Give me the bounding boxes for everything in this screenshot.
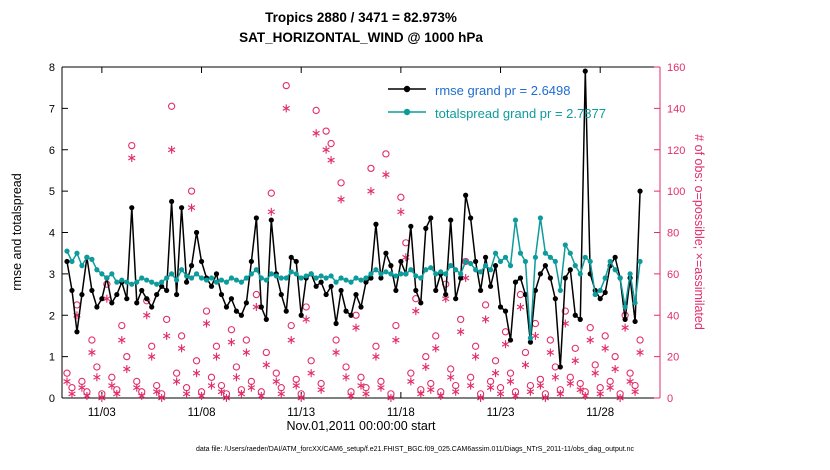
- svg-text:20: 20: [667, 352, 679, 364]
- y-axis-label-right: # of obs: o=possible; ×=assimilated: [692, 134, 706, 330]
- svg-text:11/23: 11/23: [487, 407, 515, 419]
- svg-text:7: 7: [49, 103, 55, 115]
- obs-assimilated-markers: [63, 104, 644, 402]
- svg-text:40: 40: [667, 310, 679, 322]
- svg-text:0: 0: [667, 393, 673, 405]
- legend-label-totalspread: totalspread grand pr = 2.7877: [435, 106, 606, 121]
- y-axis-right-ticks: 0 20 40 60 80 100 120 140 160: [654, 62, 685, 405]
- svg-text:100: 100: [667, 186, 685, 198]
- svg-text:80: 80: [667, 228, 679, 240]
- legend-swatch-rmse: [388, 82, 426, 100]
- svg-text:8: 8: [49, 62, 55, 74]
- svg-text:2: 2: [49, 310, 55, 322]
- svg-text:6: 6: [49, 145, 55, 157]
- totalspread-series: [64, 215, 643, 341]
- svg-text:1: 1: [49, 352, 55, 364]
- svg-text:11/03: 11/03: [88, 407, 116, 419]
- x-axis-label: Nov.01,2011 00:00:00 start: [286, 419, 436, 433]
- svg-text:11/18: 11/18: [387, 407, 415, 419]
- svg-text:11/08: 11/08: [188, 407, 216, 419]
- legend-item-totalspread: totalspread grand pr = 2.7877: [388, 102, 606, 125]
- svg-text:4: 4: [49, 228, 55, 240]
- chart-title: Tropics 2880 / 3471 = 82.973%: [265, 10, 457, 25]
- svg-text:5: 5: [49, 186, 55, 198]
- obs-possible-markers: [63, 81, 644, 398]
- legend-label-rmse: rmse grand pr = 2.6498: [435, 83, 571, 98]
- legend-item-rmse: rmse grand pr = 2.6498: [388, 79, 606, 102]
- legend-swatch-totalspread: [388, 105, 426, 123]
- svg-text:11/28: 11/28: [586, 407, 614, 419]
- y-axis-label-left: rmse and totalspread: [10, 173, 24, 291]
- legend: rmse grand pr = 2.6498 totalspread grand…: [388, 79, 606, 125]
- y-axis-left-ticks: 0 1 2 3 4 5 6 7 8: [49, 62, 68, 405]
- title-block: Tropics 2880 / 3471 = 82.973% SAT_HORIZO…: [62, 8, 660, 48]
- svg-text:3: 3: [49, 269, 55, 281]
- svg-text:0: 0: [49, 393, 55, 405]
- svg-text:60: 60: [667, 269, 679, 281]
- svg-text:120: 120: [667, 145, 685, 157]
- svg-text:140: 140: [667, 103, 685, 115]
- svg-text:160: 160: [667, 62, 685, 74]
- svg-text:11/13: 11/13: [287, 407, 315, 419]
- chart-subtitle: SAT_HORIZONTAL_WIND @ 1000 hPa: [239, 30, 483, 45]
- footer-datafile-path: data file: /Users/raeder/DAI/ATM_forcXX/…: [195, 446, 635, 453]
- x-axis-ticks: 11/03 11/08 11/13 11/18 11/23 11/28: [88, 67, 614, 419]
